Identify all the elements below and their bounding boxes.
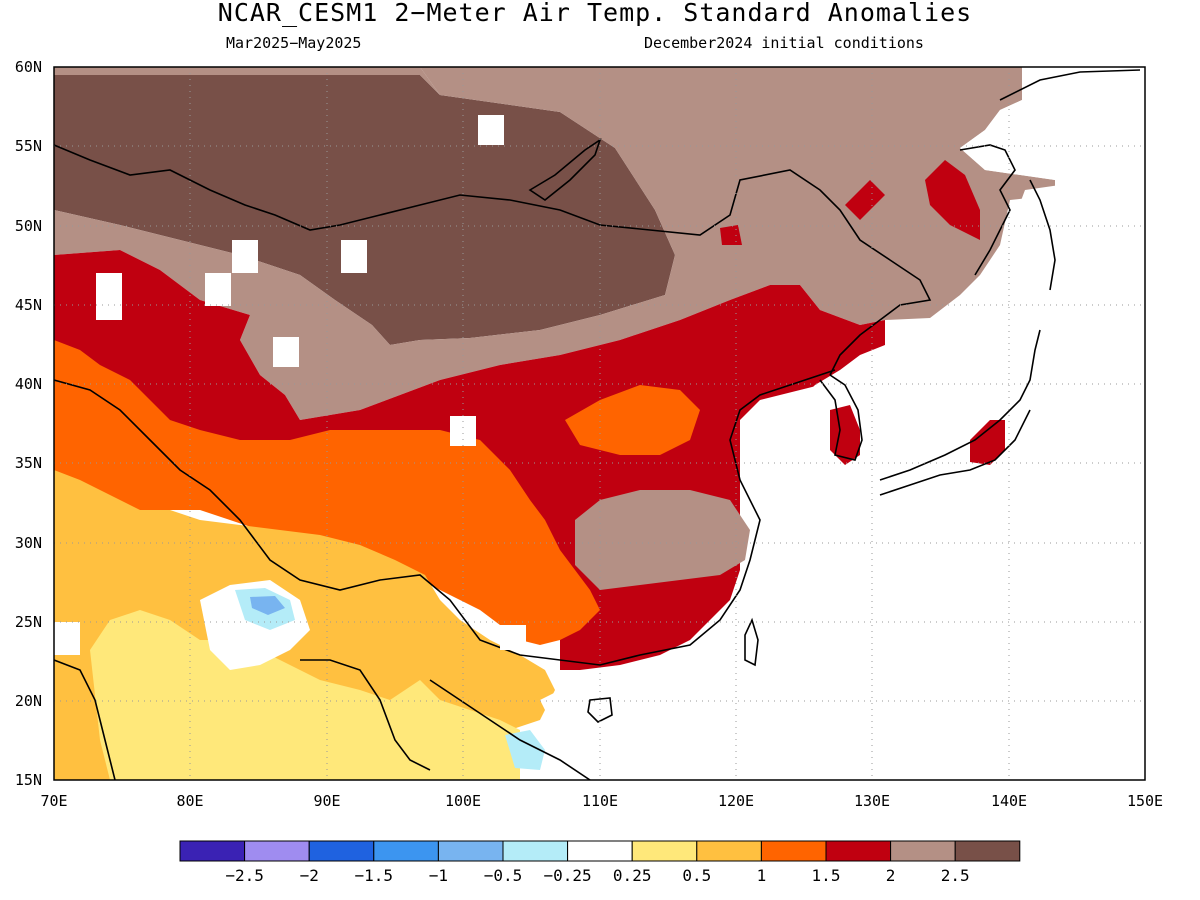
anomaly-region-light-brown-north-top xyxy=(54,67,440,95)
hainan-outline xyxy=(587,697,613,723)
colorbar-label: −2.5 xyxy=(225,866,264,885)
bay-of-bengal-coast xyxy=(300,659,431,771)
lon-label: 140E xyxy=(991,792,1027,810)
anomaly-region-white-southeast xyxy=(540,560,1145,780)
colorbar-label: 1.5 xyxy=(812,866,841,885)
anomaly-region-red-japan xyxy=(970,420,1005,465)
lat-label: 20N xyxy=(15,692,42,710)
lon-label: 120E xyxy=(718,792,754,810)
initial-conditions: December2024 initial conditions xyxy=(644,34,924,52)
colorbar-label: 2 xyxy=(886,866,896,885)
colorbar-label: 2.5 xyxy=(941,866,970,885)
anomaly-region-dark-brown xyxy=(54,75,675,345)
lake-baikal xyxy=(528,138,602,201)
anomaly-region-red-korea xyxy=(830,405,860,465)
missing-cell xyxy=(341,240,367,273)
missing-cell xyxy=(478,115,504,145)
lon-label: 110E xyxy=(582,792,618,810)
colorbar-swatch xyxy=(890,840,956,862)
lon-label: 70E xyxy=(40,792,67,810)
anomaly-region-red-east xyxy=(925,160,980,240)
anomaly-fields xyxy=(54,67,1145,780)
colorbar-swatch xyxy=(825,840,892,862)
japan-honshu-south xyxy=(879,409,1031,496)
lat-label: 55N xyxy=(15,137,42,155)
colorbar-swatch xyxy=(244,840,310,862)
lon-label: 100E xyxy=(445,792,481,810)
colorbar-label: −0.25 xyxy=(544,866,592,885)
okhotsk-coast xyxy=(959,144,1016,276)
colorbar-swatch xyxy=(502,840,569,862)
lon-axis: 70E 80E 90E 100E 110E 120E 130E 140E 150… xyxy=(40,792,1163,810)
border-north xyxy=(54,144,932,376)
colorbar-label: −0.5 xyxy=(484,866,523,885)
colorbar-label: 0.5 xyxy=(682,866,711,885)
anomaly-region-white-east xyxy=(740,150,1145,640)
colorbar-swatch xyxy=(760,840,827,862)
colorbar-label: 1 xyxy=(757,866,767,885)
missing-data-cells xyxy=(54,115,526,655)
map-title: NCAR_CESM1 2−Meter Air Temp. Standard An… xyxy=(217,0,973,27)
lon-label: 90E xyxy=(313,792,340,810)
anomaly-region-light-blue-indochina xyxy=(505,730,545,770)
lon-label: 80E xyxy=(176,792,203,810)
japan-honshu xyxy=(879,329,1041,481)
missing-cell xyxy=(500,625,526,650)
lat-label: 40N xyxy=(15,375,42,393)
colorbar-label: −1 xyxy=(429,866,448,885)
colorbar-label: −2 xyxy=(300,866,319,885)
kamchatka-coast xyxy=(999,69,1141,101)
lat-label: 15N xyxy=(15,771,42,789)
anomaly-region-orange xyxy=(54,340,600,645)
lon-label: 130E xyxy=(854,792,890,810)
india-coast xyxy=(54,659,116,780)
colorbar-swatch xyxy=(437,840,504,862)
colorbar-swatch xyxy=(308,840,375,862)
anomaly-region-light-brown-north xyxy=(54,67,1055,420)
lat-label: 30N xyxy=(15,534,42,552)
anomaly-region-white-ne xyxy=(960,67,1145,185)
colorbar-swatch xyxy=(179,840,246,862)
forecast-period: Mar2025−May2025 xyxy=(226,34,362,52)
missing-cell xyxy=(96,273,122,320)
grid-lines xyxy=(54,67,1145,780)
colorbar-label: −1.5 xyxy=(355,866,394,885)
missing-cell xyxy=(205,273,231,306)
taiwan-outline xyxy=(744,617,759,667)
colorbar-swatch xyxy=(954,840,1021,862)
map-frame xyxy=(53,66,1146,781)
lat-label: 60N xyxy=(15,58,42,76)
missing-cell xyxy=(273,337,299,367)
missing-cell xyxy=(232,240,258,273)
lat-axis: 60N 55N 50N 45N 40N 35N 30N 25N 20N 15N xyxy=(15,58,42,789)
missing-cell xyxy=(54,622,80,655)
sakhalin xyxy=(1029,179,1056,291)
colorbar-label: 0.25 xyxy=(613,866,652,885)
lat-label: 50N xyxy=(15,217,42,235)
anomaly-region-red-manchuria xyxy=(845,180,885,220)
lat-label: 45N xyxy=(15,296,42,314)
lon-label: 150E xyxy=(1127,792,1163,810)
anomaly-region-yellow xyxy=(90,610,520,780)
colorbar-swatch xyxy=(373,840,439,862)
missing-cell xyxy=(450,416,476,446)
anomaly-region-blue xyxy=(250,596,285,615)
lat-label: 35N xyxy=(15,454,42,472)
anomaly-region-light-brown-china xyxy=(575,490,750,590)
lat-label: 25N xyxy=(15,613,42,631)
korea-outline xyxy=(819,374,863,461)
indochina-coast xyxy=(429,679,591,780)
colorbar-swatch xyxy=(631,840,698,862)
china-south-border xyxy=(54,369,836,666)
colorbar-swatch xyxy=(567,840,633,862)
anomaly-region-orange-east xyxy=(565,385,700,455)
colorbar-swatch xyxy=(696,840,762,862)
colorbar: −2.5 −2 −1.5 −1 −0.5 −0.25 0.25 0.5 1 1.5 2 2.5 xyxy=(179,840,1021,885)
coastlines xyxy=(54,69,1141,780)
